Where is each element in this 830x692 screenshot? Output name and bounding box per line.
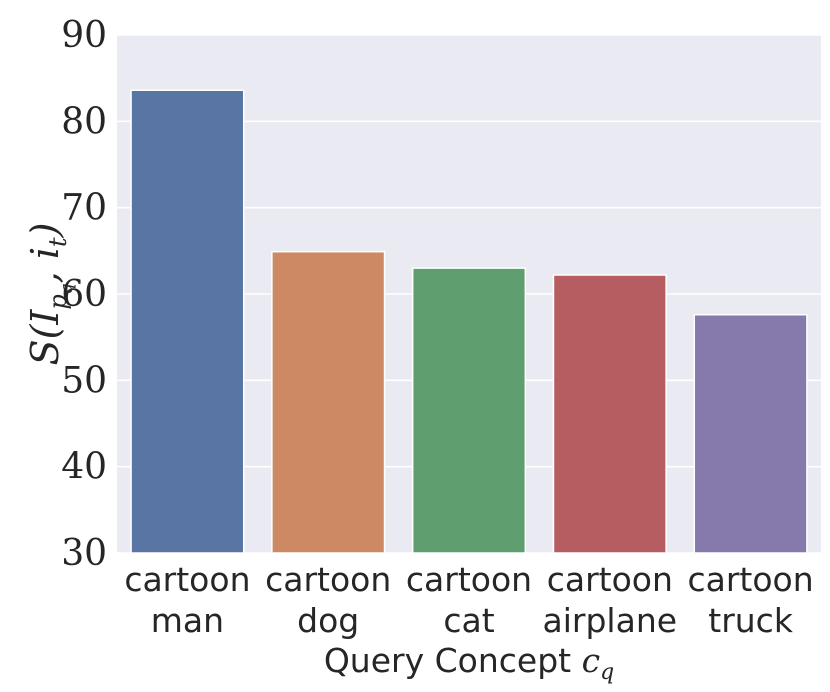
x-tick-label: cat	[443, 601, 494, 640]
x-axis-symbol: c	[582, 641, 600, 680]
y-axis-title: S(Ipq, it)	[23, 223, 77, 366]
y-axis-title-main: S(I	[23, 309, 67, 366]
y-tick-label: 40	[61, 447, 107, 488]
bars	[130, 89, 808, 554]
y-tick-label: 30	[61, 533, 107, 574]
x-tick-label: truck	[708, 601, 794, 640]
x-tick-label: cartoon	[688, 560, 814, 599]
y-tick-label: 80	[61, 101, 107, 142]
y-axis-sub1: p	[44, 294, 72, 309]
y-tick-label: 60	[61, 274, 107, 315]
x-tick-label: dog	[297, 601, 359, 640]
x-tick-label: cartoon	[124, 560, 250, 599]
y-axis-sub2: q	[57, 283, 77, 294]
x-tick-label: cartoon	[406, 560, 532, 599]
x-axis-title: Query Concept cq	[324, 641, 614, 685]
x-tick-label: cartoon	[547, 560, 673, 599]
y-tick-label: 70	[61, 188, 107, 229]
y-axis-title-close: )	[23, 223, 67, 239]
bar	[411, 267, 527, 554]
y-tick-label: 50	[61, 360, 107, 401]
x-axis-title-text: Query Concept	[324, 641, 582, 680]
x-tick-label: man	[151, 601, 224, 640]
y-tick-labels: 30 40 50 60 70 80 90	[61, 15, 107, 574]
y-axis-title-rest: , i	[23, 247, 67, 283]
x-tick-label: airplane	[543, 601, 678, 640]
bar	[271, 250, 386, 554]
x-axis-symbol-sub: q	[600, 660, 614, 685]
bar	[130, 89, 245, 554]
bar	[552, 274, 667, 554]
y-axis-sub3: t	[44, 237, 72, 247]
x-tick-label: cartoon	[265, 560, 391, 599]
y-tick-label: 90	[61, 15, 107, 56]
x-tick-labels: cartoonmancartoondogcartooncatcartoonair…	[124, 560, 813, 640]
bar	[693, 313, 808, 554]
